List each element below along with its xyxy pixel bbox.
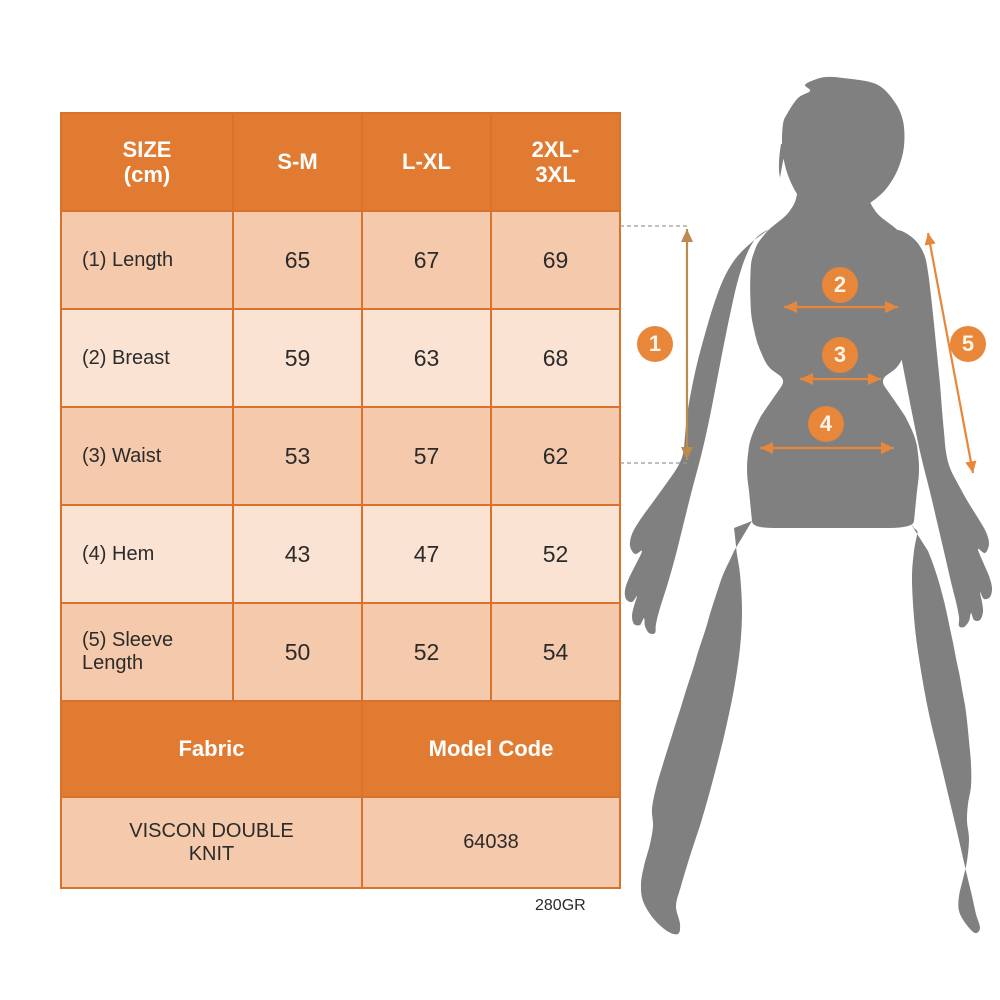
svg-text:3: 3 — [834, 342, 846, 367]
svg-text:4: 4 — [820, 411, 833, 436]
svg-text:1: 1 — [649, 331, 661, 356]
svg-text:2: 2 — [834, 272, 846, 297]
svg-text:5: 5 — [962, 331, 974, 356]
